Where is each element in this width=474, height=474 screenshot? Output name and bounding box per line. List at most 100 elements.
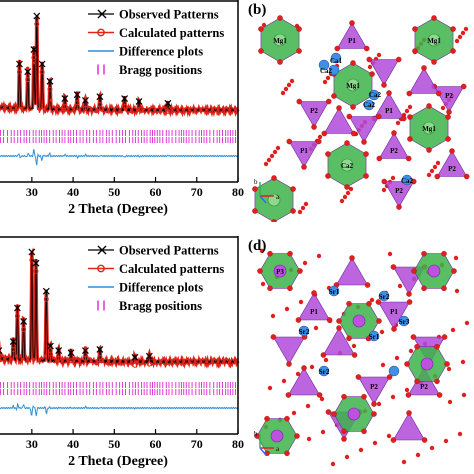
oxygen-atom (381, 82, 387, 88)
observed-peak-marker (96, 346, 104, 353)
oxygen-atom (286, 361, 292, 367)
oxygen-atom (421, 437, 428, 443)
calculated-marker (54, 107, 59, 111)
oxygen-atom (386, 90, 392, 96)
oxygen-atom (325, 173, 331, 179)
calculated-peak-marker (74, 100, 80, 106)
oxygen-atom (415, 452, 421, 458)
p-tetrahedron (348, 116, 380, 143)
legend-label: Observed Patterns (119, 244, 219, 258)
calculated-peak-marker (82, 105, 88, 111)
observed-peak-marker (42, 287, 50, 295)
calculated-marker (181, 108, 186, 112)
oxygen-atom (258, 26, 264, 32)
oxygen-atom (295, 371, 301, 377)
oxygen-atom (375, 113, 382, 120)
oxygen-atom (363, 151, 369, 157)
calculated-peak-marker (33, 268, 39, 274)
oxygen-atom (277, 15, 283, 21)
calculated-peak-marker (34, 21, 40, 27)
site-label: Sr1 (369, 333, 380, 341)
oxygen-atom (315, 138, 322, 145)
oxygen-atom (252, 208, 258, 214)
observed-peak-marker (67, 349, 75, 357)
ca-atom (363, 99, 375, 111)
calculated-marker (199, 360, 203, 364)
oxygen-atom (350, 104, 356, 110)
oxygen-atom (280, 90, 286, 96)
observed-peak-marker (32, 259, 40, 267)
xrd-chart-top: 203040506070802 Theta (Degree)Observed P… (0, 0, 244, 217)
site-label: Sr2 (319, 368, 330, 376)
oxygen-atom (264, 415, 270, 422)
oxygen-atom (406, 291, 412, 297)
oxygen-atom (330, 461, 336, 467)
oxygen-atom (406, 410, 412, 416)
p-tetrahedron (368, 59, 400, 86)
oxygen-atom (376, 52, 382, 58)
calculated-marker (43, 354, 47, 358)
calculated-marker (176, 108, 180, 112)
axis-c-arrow (259, 195, 267, 204)
oxygen-atom (390, 394, 396, 400)
oxygen-atom (381, 187, 387, 193)
calculated-marker (43, 107, 47, 111)
oxygen-atom (325, 409, 332, 415)
calculated-marker (205, 108, 209, 112)
oxygen-atom (321, 130, 328, 137)
x-tick-label: 60 (150, 185, 162, 199)
oxygen-atom (404, 387, 410, 393)
ca-atom (368, 89, 380, 101)
oxygen-atom (386, 433, 392, 439)
oxygen-atom (376, 318, 382, 324)
calculated-marker (60, 359, 64, 363)
observed-peak-marker (30, 46, 38, 54)
oxygen-atom (463, 173, 470, 180)
oxygen-atom (309, 364, 315, 370)
xrd-plot-top: 203040506070802 Theta (Degree)Observed P… (0, 0, 244, 222)
site-label: P1 (348, 37, 356, 45)
site-label: P2 (448, 165, 456, 173)
oxygen-atom (305, 403, 311, 409)
oxygen-atom (446, 366, 452, 372)
p-tetrahedron (408, 67, 440, 94)
oxygen-atom (270, 313, 276, 319)
center-atom (420, 357, 434, 371)
calculated-marker (37, 107, 41, 111)
oxygen-atom (363, 45, 370, 52)
oxygen-atom (341, 428, 347, 435)
p-tetrahedron (357, 376, 391, 405)
oxygen-atom (376, 155, 383, 162)
calculated-marker (101, 359, 105, 363)
oxygen-atom (344, 454, 350, 460)
calculated-marker (60, 107, 64, 111)
site-label: Mg1 (346, 82, 360, 90)
observed-peak-marker (131, 353, 139, 361)
oxygen-atom (391, 326, 397, 332)
oxygen-atom (297, 209, 303, 215)
oxygen-atom (407, 136, 413, 142)
site-label: Ca2 (341, 162, 354, 170)
site-label: P3 (276, 268, 284, 276)
calculated-marker (153, 108, 157, 112)
legend-observed-marker (97, 9, 107, 19)
oxygen-atom (313, 325, 319, 331)
oxygen-atom (350, 60, 356, 66)
calculated-marker (170, 360, 174, 364)
oxygen-atom (283, 86, 289, 92)
sr-atom (298, 325, 310, 337)
oxygen-atom (396, 204, 402, 210)
legend-label: Calculated patterns (119, 26, 224, 40)
calculated-marker (26, 66, 30, 70)
oxygen-atom (336, 325, 342, 331)
observed-peak-marker (46, 77, 54, 85)
oxygen-atom (272, 149, 278, 155)
oxygen-atom (285, 392, 292, 398)
p-tetrahedron (323, 107, 355, 134)
calculated-marker (95, 108, 99, 112)
calculated-marker (37, 358, 41, 362)
calculated-marker (3, 357, 7, 361)
calculated-marker (3, 106, 7, 110)
calculated-marker (89, 108, 93, 112)
calculated-marker (112, 108, 116, 112)
